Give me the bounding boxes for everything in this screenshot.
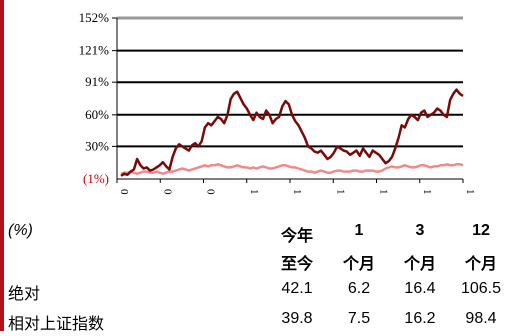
row-label: 相对上证指数 — [8, 316, 105, 333]
x-tick-label: 1 — [248, 189, 260, 195]
y-tick-label: 30% — [85, 138, 109, 153]
table-row-relative: 相对上证指数 39.8 7.5 16.2 98.4 — [0, 310, 507, 336]
header-12m-line1: 12 — [472, 222, 490, 239]
x-axis-labels: 0 0 0 1 1 1 1 1 1 — [118, 189, 476, 195]
table-header-row-2: 至今 个月 个月 个月 — [0, 250, 507, 276]
header-ytd-line1: 今年 — [280, 228, 313, 245]
x-tick-label: 1 — [421, 189, 433, 195]
row-label: 绝对 — [8, 286, 41, 303]
header-ytd-line2: 至今 — [280, 256, 313, 273]
x-tick-label: 1 — [378, 189, 390, 195]
x-tick-label: 1 — [464, 189, 476, 195]
y-tick-label: (1%) — [83, 171, 109, 186]
x-tick-label: 1 — [291, 189, 303, 195]
header-12m-line2: 个月 — [464, 256, 497, 273]
series-line-absolute — [120, 88, 464, 177]
value-ytd: 39.8 — [281, 310, 313, 327]
header-1m-line1: 1 — [354, 222, 364, 239]
table-row-absolute: 绝对 42.1 6.2 16.4 106.5 — [0, 280, 507, 306]
y-tick-label: 152% — [79, 10, 110, 25]
x-tick-label: 0 — [161, 189, 173, 195]
chart-series — [120, 88, 464, 177]
x-tick-label: 0 — [205, 189, 217, 195]
x-tick-label: 0 — [118, 189, 130, 195]
value-1m: 7.5 — [347, 310, 371, 327]
stock-performance-chart: 152% 121% 91% 60% 30% (1%) 0 0 0 1 1 1 1 1 1 — [79, 10, 476, 195]
y-tick-label: 121% — [79, 43, 110, 58]
header-3m-line2: 个月 — [403, 256, 436, 273]
y-tick-label: 91% — [85, 74, 109, 89]
value-12m: 106.5 — [460, 280, 502, 297]
header-3m-line1: 3 — [415, 222, 425, 239]
accent-bar — [0, 0, 4, 331]
table-header-row-1: (%) 今年 1 3 12 — [0, 222, 507, 248]
y-axis-labels: 152% 121% 91% 60% 30% (1%) — [79, 10, 110, 186]
y-tick-label: 60% — [85, 107, 109, 122]
value-ytd: 42.1 — [281, 280, 313, 297]
value-3m: 16.2 — [404, 310, 436, 327]
x-tick-label: 1 — [334, 189, 346, 195]
value-12m: 98.4 — [465, 310, 497, 327]
header-1m-line2: 个月 — [342, 256, 375, 273]
value-1m: 6.2 — [347, 280, 371, 297]
value-3m: 16.4 — [404, 280, 436, 297]
unit-label: (%) — [8, 222, 33, 239]
chart-grid — [112, 16, 464, 183]
series-line-relative — [120, 163, 464, 175]
